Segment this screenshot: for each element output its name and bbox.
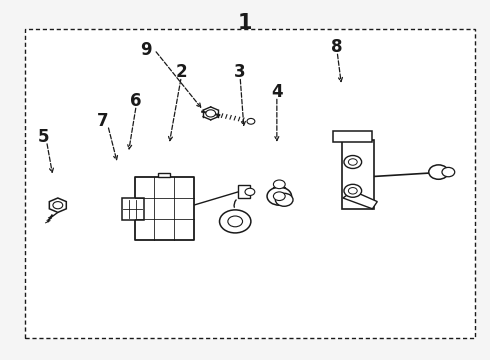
- Circle shape: [53, 202, 63, 209]
- Polygon shape: [343, 191, 377, 209]
- Text: 2: 2: [175, 63, 187, 81]
- Circle shape: [348, 159, 357, 165]
- Text: 7: 7: [97, 112, 109, 130]
- Bar: [158, 173, 171, 177]
- Text: 5: 5: [37, 128, 49, 146]
- Bar: [122, 198, 144, 220]
- Text: 8: 8: [331, 38, 343, 56]
- Bar: [333, 131, 372, 142]
- Circle shape: [344, 156, 362, 168]
- Bar: [135, 177, 194, 240]
- Text: 9: 9: [140, 41, 152, 59]
- Text: 4: 4: [271, 83, 283, 101]
- Circle shape: [245, 188, 255, 195]
- Circle shape: [348, 188, 357, 194]
- Circle shape: [220, 210, 251, 233]
- Bar: [342, 140, 374, 209]
- Circle shape: [273, 180, 285, 189]
- Circle shape: [267, 187, 292, 205]
- Circle shape: [206, 110, 216, 117]
- Bar: [238, 185, 250, 198]
- Text: 1: 1: [238, 13, 252, 33]
- Text: 6: 6: [130, 92, 142, 110]
- Bar: [24, 29, 475, 338]
- Text: 3: 3: [234, 63, 246, 81]
- Circle shape: [247, 118, 255, 124]
- Circle shape: [228, 216, 243, 227]
- Circle shape: [429, 165, 448, 179]
- Polygon shape: [49, 198, 66, 212]
- Circle shape: [275, 193, 293, 206]
- Circle shape: [344, 184, 362, 197]
- Circle shape: [273, 192, 285, 201]
- Circle shape: [442, 167, 455, 177]
